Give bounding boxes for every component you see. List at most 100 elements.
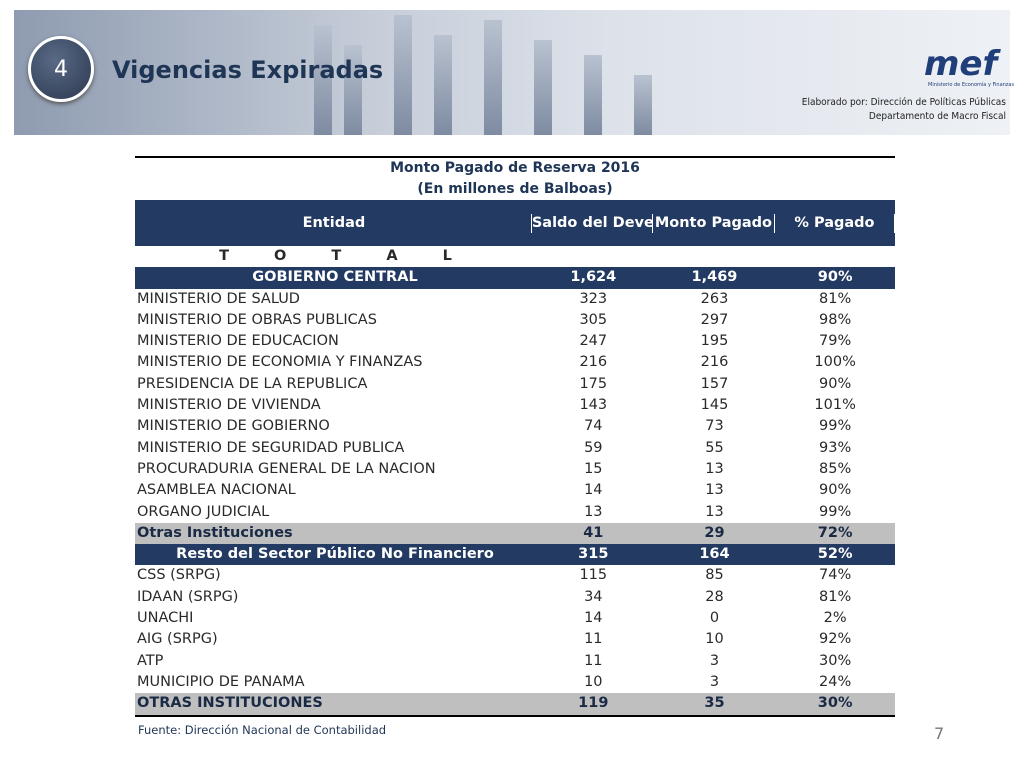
- cell: IDAAN (SRPG): [137, 588, 239, 605]
- credit: Departamento de Macro Fiscal: [868, 111, 1006, 122]
- cell: 10: [584, 673, 603, 690]
- cell: 100%: [814, 354, 856, 371]
- cell: 0: [709, 610, 720, 627]
- table-subtitle: (En millones de Balboas): [417, 181, 613, 197]
- cell: 263: [700, 290, 729, 307]
- cell: 55: [705, 439, 724, 456]
- cell: 13: [705, 503, 724, 520]
- table-row: MINISTERIO DE SALUD 323 263 81%: [135, 289, 895, 310]
- cell: 15: [584, 460, 603, 477]
- cell: 3: [709, 652, 720, 669]
- cell: 143: [579, 397, 608, 414]
- cell: UNACHI: [137, 610, 194, 627]
- cell: 101%: [814, 397, 856, 414]
- cell: 13: [705, 482, 724, 499]
- cell: 145: [700, 397, 729, 414]
- cell: 10: [705, 631, 724, 648]
- cell: 99%: [819, 503, 852, 520]
- column-header: Entidad: [135, 213, 532, 233]
- cell: 157: [700, 375, 729, 392]
- cell: 247: [579, 333, 608, 350]
- table-row: OTRAS INSTITUCIONES 119 35 30%: [135, 693, 895, 717]
- cell: 81%: [819, 588, 852, 605]
- cell: 41: [583, 524, 604, 541]
- cell: 30%: [819, 652, 852, 669]
- cell: Otras Instituciones: [137, 524, 293, 541]
- table-row: Otras Instituciones 41 29 72%: [135, 522, 895, 545]
- table-title: Monto Pagado de Reserva 2016: [390, 160, 640, 176]
- cell: 79%: [819, 333, 852, 350]
- table-row: MUNICIPIO DE PANAMA 10 3 24%: [135, 672, 895, 693]
- cell: MINISTERIO DE OBRAS PUBLICAS: [137, 311, 377, 328]
- table-row: PROCURADURIA GENERAL DE LA NACION 15 13 85%: [135, 459, 895, 480]
- cell: 72%: [817, 524, 853, 541]
- cell: 90%: [817, 269, 853, 286]
- cell: 85: [705, 567, 724, 584]
- cell: PROCURADURIA GENERAL DE LA NACION: [137, 460, 436, 477]
- cell: CSS (SRPG): [137, 567, 221, 584]
- cell: Resto del Sector Público No Financiero: [176, 546, 494, 563]
- table-row: MINISTERIO DE OBRAS PUBLICAS 305 297 98%: [135, 310, 895, 331]
- cell: 3: [709, 673, 720, 690]
- cell: 119: [578, 695, 609, 712]
- cell: 14: [584, 610, 603, 627]
- cell: AIG (SRPG): [137, 631, 218, 648]
- column-header: Monto Pagado: [653, 213, 775, 233]
- cell: 74: [584, 418, 603, 435]
- cell: 24%: [819, 673, 852, 690]
- cell: MINISTERIO DE SALUD: [137, 290, 300, 307]
- page-number: 7: [934, 724, 945, 743]
- cell: 90%: [819, 482, 852, 499]
- table-row: ASAMBLEA NACIONAL 14 13 90%: [135, 480, 895, 501]
- table: Monto Pagado de Reserva 2016 (En millone…: [135, 156, 895, 717]
- cell: MINISTERIO DE ECONOMIA Y FINANZAS: [137, 354, 423, 371]
- table-row: Resto del Sector Público No Financiero 31…: [135, 544, 895, 566]
- table-row: ATP 11 3 30%: [135, 651, 895, 672]
- table-row: MINISTERIO DE EDUCACION 247 195 79%: [135, 331, 895, 352]
- cell: 99%: [819, 418, 852, 435]
- cell: 315: [578, 546, 609, 563]
- cell: ATP: [137, 652, 164, 669]
- cell: 30%: [817, 695, 853, 712]
- cell: 195: [700, 333, 729, 350]
- cell: 14: [584, 482, 603, 499]
- cell: 1,469: [691, 269, 738, 286]
- table-row: MINISTERIO DE SEGURIDAD PUBLICA 59 55 93%: [135, 438, 895, 459]
- total-row: T O T A L: [135, 246, 895, 267]
- cell: 74%: [819, 567, 852, 584]
- cell: 13: [705, 460, 724, 477]
- cell: MINISTERIO DE VIVIENDA: [137, 397, 321, 414]
- logo: mef: [924, 44, 998, 84]
- table-row: CSS (SRPG) 115 85 74%: [135, 565, 895, 586]
- cell: 2%: [823, 610, 847, 627]
- cell: 11: [584, 652, 603, 669]
- cell: 1,624: [570, 269, 617, 286]
- cell: PRESIDENCIA DE LA REPUBLICA: [137, 375, 368, 392]
- cell: ORGANO JUDICIAL: [137, 503, 270, 520]
- cell: 216: [579, 354, 608, 371]
- cell: 34: [584, 588, 603, 605]
- cell: 98%: [819, 311, 852, 328]
- cell: 81%: [819, 290, 852, 307]
- cell: ASAMBLEA NACIONAL: [137, 482, 296, 499]
- table-row: MINISTERIO DE GOBIERNO 74 73 99%: [135, 416, 895, 437]
- logo-subtitle: Ministerio de Economía y Finanzas: [928, 82, 1015, 88]
- cell: MINISTERIO DE EDUCACION: [137, 333, 339, 350]
- cell: 52%: [817, 546, 853, 563]
- cell: 29: [704, 524, 725, 541]
- cell: 13: [584, 503, 603, 520]
- cell: 305: [579, 311, 608, 328]
- cell: 11: [584, 631, 603, 648]
- cell: 35: [704, 695, 725, 712]
- cell: 90%: [819, 375, 852, 392]
- cell: 164: [699, 546, 730, 563]
- column-header: Saldo del Devengado: [531, 213, 653, 233]
- table-row: IDAAN (SRPG) 34 28 81%: [135, 587, 895, 608]
- cell: 92%: [819, 631, 852, 648]
- table-row: MINISTERIO DE VIVIENDA 143 145 101%: [135, 395, 895, 416]
- cell: 323: [579, 290, 608, 307]
- cell: 73: [705, 418, 724, 435]
- cell: 216: [700, 354, 729, 371]
